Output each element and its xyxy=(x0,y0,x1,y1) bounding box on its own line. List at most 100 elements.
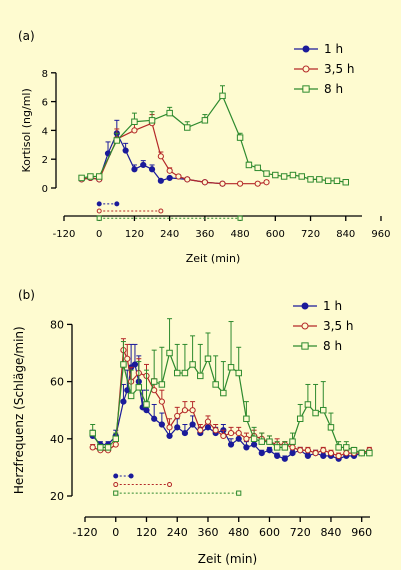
data-point xyxy=(254,164,261,172)
x-tick-label: -120 xyxy=(53,229,76,240)
duration-start-marker xyxy=(96,201,102,207)
data-point xyxy=(197,372,204,380)
data-point xyxy=(320,452,327,460)
data-point xyxy=(197,427,204,434)
duration-end-marker xyxy=(236,490,242,496)
data-point xyxy=(335,452,342,460)
x-tick-label: 0 xyxy=(96,229,102,240)
data-point xyxy=(263,170,270,177)
duration-bar xyxy=(113,473,134,479)
data-point xyxy=(220,389,227,397)
y-tick-label: 0 xyxy=(42,184,48,195)
data-point xyxy=(227,429,235,437)
x-tick-label: -120 xyxy=(73,526,98,539)
legend: 1 h 3,5 h 8 h xyxy=(293,299,354,353)
data-point xyxy=(174,412,181,420)
data-point xyxy=(150,378,158,385)
x-tick-label: 360 xyxy=(195,229,214,240)
duration-end-marker xyxy=(114,201,120,207)
data-point xyxy=(174,369,181,377)
panel-a: (a) 0 2 4 6 8 -120 0 120 240 360 480 600 720 840 960 Zei… xyxy=(18,29,391,265)
y-axis-title: Kortisol (ng/ml) xyxy=(20,88,33,172)
data-point xyxy=(289,171,297,179)
data-point xyxy=(189,361,196,368)
duration-start-marker xyxy=(113,473,119,479)
data-point xyxy=(335,444,342,451)
legend-label: 3,5 h xyxy=(324,62,355,76)
data-point xyxy=(166,349,173,357)
legend-label: 8 h xyxy=(324,82,343,96)
legend-marker xyxy=(302,65,310,73)
data-point xyxy=(327,424,335,431)
data-point xyxy=(245,161,253,169)
x-tick-label: 0 xyxy=(112,526,119,539)
data-point xyxy=(297,447,304,454)
duration-end-marker xyxy=(128,473,134,479)
data-point xyxy=(289,438,296,445)
data-point xyxy=(166,174,173,182)
legend-label: 8 h xyxy=(323,339,342,353)
data-point xyxy=(204,418,212,425)
data-point xyxy=(258,450,265,457)
data-point xyxy=(201,179,208,186)
data-point xyxy=(272,171,279,179)
data-point xyxy=(89,444,96,451)
data-point xyxy=(274,452,281,460)
legend-marker xyxy=(301,322,309,330)
x-tick-label: 480 xyxy=(228,526,249,539)
data-point xyxy=(343,450,350,457)
data-point xyxy=(212,427,219,434)
legend-marker xyxy=(302,85,310,93)
data-point xyxy=(158,421,165,428)
data-point xyxy=(158,381,166,388)
data-point xyxy=(148,117,156,124)
data-point xyxy=(204,355,212,362)
x-tick-label: 600 xyxy=(259,526,280,539)
y-tick-label: 20 xyxy=(50,490,64,503)
data-point xyxy=(304,447,311,454)
y-tick-label: 2 xyxy=(42,155,48,166)
duration-start-marker xyxy=(96,215,102,221)
data-point xyxy=(120,398,127,405)
data-point xyxy=(304,452,311,460)
legend-item: 3,5 h xyxy=(294,62,355,76)
data-point xyxy=(227,441,235,448)
data-point xyxy=(204,424,212,431)
y-tick-label: 4 xyxy=(42,126,48,137)
duration-end-marker xyxy=(167,482,173,488)
duration-start-marker xyxy=(113,482,119,488)
duration-start-marker xyxy=(113,490,119,496)
panel-b: (b) 20 40 60 80 -120 0 120 240 360 480 600 720 840 960… xyxy=(12,288,373,566)
data-point xyxy=(236,134,244,141)
data-point xyxy=(151,415,158,422)
data-point xyxy=(250,441,258,448)
data-point xyxy=(219,180,226,187)
data-point xyxy=(95,173,103,180)
data-point xyxy=(189,421,196,428)
data-point xyxy=(281,444,289,451)
data-point xyxy=(131,127,138,134)
x-tick-label: 840 xyxy=(336,229,355,240)
data-point xyxy=(219,92,226,100)
x-tick-label: 480 xyxy=(231,229,250,240)
data-point xyxy=(254,180,261,187)
data-point xyxy=(342,179,349,186)
data-point xyxy=(307,176,314,183)
panel-label: (a) xyxy=(18,29,35,43)
data-point xyxy=(320,447,327,454)
data-point xyxy=(235,435,242,442)
series-series-8h xyxy=(78,85,349,186)
data-point xyxy=(189,407,196,414)
data-point xyxy=(131,118,138,125)
series-series-8h xyxy=(89,318,373,457)
legend-item: 3,5 h xyxy=(293,319,354,333)
data-point xyxy=(78,174,85,182)
data-point xyxy=(87,173,94,180)
data-point xyxy=(366,449,373,457)
data-point xyxy=(298,173,305,180)
y-tick-label: 60 xyxy=(50,376,64,389)
data-point xyxy=(243,444,250,451)
data-point xyxy=(227,364,235,371)
legend: 1 h 3,5 h 8 h xyxy=(294,42,355,96)
